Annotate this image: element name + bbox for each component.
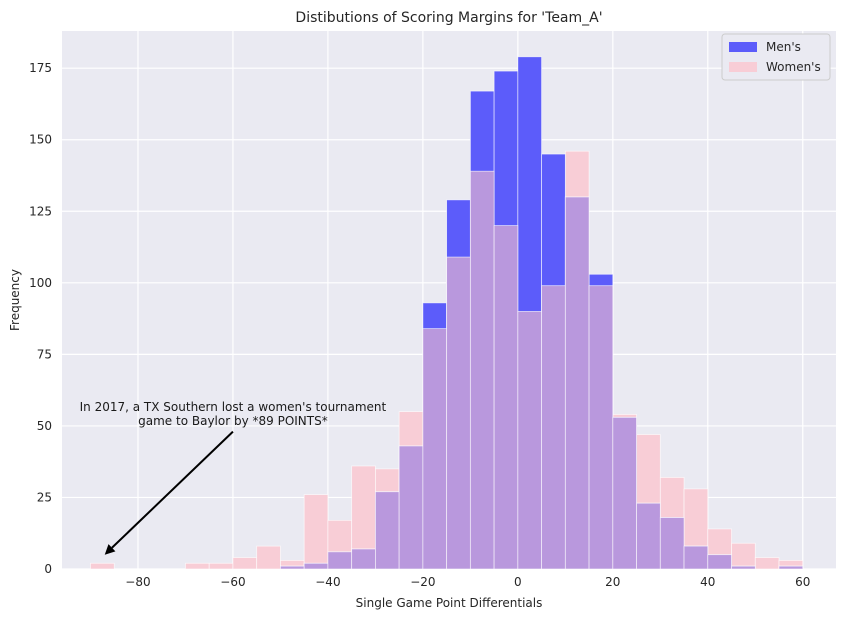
- chart-title: Distibutions of Scoring Margins for 'Tea…: [295, 10, 602, 26]
- annotation-line-1: In 2017, a TX Southern lost a women's to…: [80, 400, 387, 414]
- x-tick-label: −20: [410, 575, 435, 589]
- overlap-bar: [707, 554, 732, 570]
- overlap-bar: [493, 225, 519, 570]
- legend-label-mens: Men's: [766, 40, 801, 54]
- overlap-bar: [446, 256, 471, 570]
- womens-bar: [232, 557, 258, 570]
- overlap-bar: [327, 551, 353, 570]
- x-tick-label: 40: [700, 575, 715, 589]
- annotation-arrow: [111, 430, 234, 549]
- womens-bar: [754, 557, 780, 570]
- overlap-bar: [398, 445, 424, 570]
- x-axis-label: Single Game Point Differentials: [356, 596, 543, 610]
- annotation-line-2: game to Baylor by *89 POINTS*: [138, 414, 328, 428]
- x-tick-label: 20: [605, 575, 620, 589]
- y-tick-label: 175: [29, 61, 52, 75]
- overlap-bar: [659, 517, 685, 570]
- overlap-bar: [588, 285, 614, 570]
- x-tick-label: 60: [795, 575, 810, 589]
- womens-bar: [731, 542, 756, 570]
- overlap-bar: [778, 565, 804, 570]
- x-tick-label: −60: [220, 575, 245, 589]
- legend-swatch-womens: [729, 62, 757, 72]
- y-axis-label: Frequency: [8, 269, 22, 331]
- overlap-bar: [280, 565, 305, 570]
- y-tick-label: 75: [37, 347, 52, 361]
- overlap-bar: [564, 196, 590, 570]
- womens-bar: [185, 562, 210, 570]
- womens-bar: [90, 562, 115, 570]
- x-tick-label: 0: [514, 575, 522, 589]
- legend: Men's Women's: [721, 33, 831, 81]
- annotation-arrowhead: [104, 544, 116, 555]
- legend-swatch-mens: [729, 42, 757, 52]
- overlap-bar: [303, 562, 329, 570]
- womens-bar: [303, 494, 329, 570]
- overlap-bar: [683, 545, 709, 570]
- overlap-bar: [517, 311, 542, 570]
- x-tick-labels: −80 −60 −40 −20 0 20 40 60: [125, 575, 810, 589]
- womens-bar: [208, 562, 234, 570]
- x-tick-label: −40: [315, 575, 340, 589]
- y-tick-label: 50: [37, 419, 52, 433]
- womens-bar: [256, 545, 281, 570]
- overlap-bar: [374, 491, 400, 570]
- overlap-bar: [612, 416, 637, 570]
- y-tick-label: 125: [29, 204, 52, 218]
- annotation: In 2017, a TX Southern lost a women's to…: [80, 400, 387, 555]
- overlap-bar: [469, 170, 495, 570]
- overlap-bars: [280, 170, 804, 570]
- y-tick-labels: 0 25 50 75 100 125 150 175: [29, 61, 52, 576]
- overlap-bar: [351, 548, 376, 570]
- overlap-bar: [636, 502, 661, 570]
- overlap-bar: [731, 565, 756, 570]
- legend-label-womens: Women's: [766, 60, 821, 74]
- overlap-bar: [422, 328, 448, 570]
- y-tick-label: 25: [37, 490, 52, 504]
- overlap-bar: [541, 285, 566, 570]
- x-tick-label: −80: [125, 575, 150, 589]
- y-tick-label: 150: [29, 133, 52, 147]
- y-tick-label: 0: [44, 562, 52, 576]
- y-tick-label: 100: [29, 276, 52, 290]
